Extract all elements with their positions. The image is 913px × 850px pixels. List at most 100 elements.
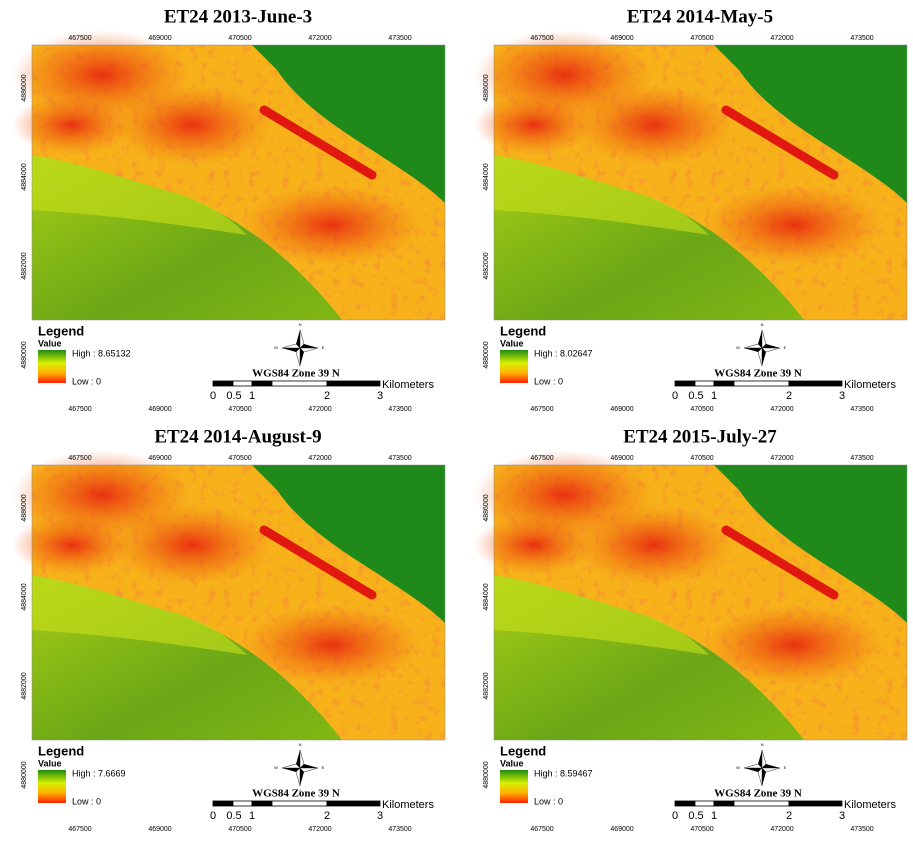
hot-zone [704, 185, 884, 265]
easting-label: 469000 [148, 826, 171, 833]
legend-high: High : 8.59467 [534, 768, 593, 778]
scale-units: Kilometers [844, 799, 896, 811]
compass-letter: S [299, 369, 302, 374]
scale-segment [694, 800, 715, 807]
map-frame [31, 44, 446, 321]
hot-zone [12, 95, 132, 155]
crs-label: WGS84 Zone 39 N [252, 368, 340, 380]
scale-label: 0 [672, 390, 678, 402]
hot-zone [242, 605, 422, 685]
northing-label: 4886000 [483, 74, 490, 101]
easting-label: 469000 [610, 826, 633, 833]
compass-letter: S [761, 369, 764, 374]
north-arrow: N S E W [274, 742, 325, 794]
scale-label: 1 [249, 810, 255, 822]
scale-segment [212, 800, 234, 807]
compass-star-light [743, 749, 781, 787]
scale-segment [788, 380, 843, 387]
legend-heading: Legend [500, 743, 546, 758]
easting-label: 473500 [850, 826, 873, 833]
legend-value: Value [38, 338, 62, 348]
northing-label: 4886000 [21, 494, 28, 521]
map-image [474, 30, 908, 321]
scale-segment [674, 380, 696, 387]
scale-label: 0 [672, 810, 678, 822]
legend-heading: Legend [500, 323, 546, 338]
easting-label: 472000 [308, 455, 331, 462]
hot-zone [112, 85, 272, 165]
scale-segment [733, 380, 790, 387]
scale-segment [232, 380, 253, 387]
easting-label: 469000 [610, 35, 633, 42]
easting-label: 467500 [530, 826, 553, 833]
scale-segment [713, 800, 735, 807]
scale-label: 3 [839, 810, 845, 822]
compass-star-light [281, 749, 319, 787]
northing-label: 4886000 [21, 74, 28, 101]
crs-label: WGS84 Zone 39 N [714, 368, 802, 380]
scale-segment [713, 380, 735, 387]
easting-label: 472000 [770, 455, 793, 462]
scale-label: 2 [324, 810, 330, 822]
scale-units: Kilometers [382, 379, 434, 391]
easting-label: 469000 [148, 406, 171, 413]
legend-high: High : 7.6669 [72, 768, 126, 778]
northing-label: 4886000 [483, 494, 490, 521]
legend-low: Low : 0 [72, 376, 101, 386]
compass-letter: N [761, 742, 764, 747]
easting-label: 469000 [610, 455, 633, 462]
sea [252, 465, 445, 623]
panel-title: ET24 2013-June-3 [164, 6, 312, 27]
compass-letter: S [761, 789, 764, 794]
panel-title: ET24 2014-August-9 [154, 426, 321, 447]
legend-value: Value [38, 758, 62, 768]
compass-star-light [743, 329, 781, 367]
crs-label: WGS84 Zone 39 N [714, 788, 802, 800]
map-panel: ET24 2014-May-5 467500 467500 469000 469000 4… [474, 6, 908, 413]
north-arrow: N S E W [274, 322, 325, 374]
compass-letter: W [274, 345, 278, 350]
scale-segment [326, 380, 381, 387]
scale-segment [733, 800, 790, 807]
easting-label: 470500 [228, 406, 251, 413]
compass-letter: W [736, 765, 740, 770]
northing-label: 4884000 [483, 583, 490, 610]
map-image [12, 30, 446, 321]
northing-label: 4884000 [21, 163, 28, 190]
legend-low: Low : 0 [534, 796, 563, 806]
scale-segment [212, 380, 234, 387]
easting-label: 472000 [308, 826, 331, 833]
compass-letter: W [736, 345, 740, 350]
easting-label: 467500 [530, 406, 553, 413]
scale-label: 1 [711, 810, 717, 822]
scale-segment [251, 800, 273, 807]
legend-heading: Legend [38, 323, 84, 338]
easting-label: 467500 [68, 826, 91, 833]
hot-zone [112, 505, 272, 585]
compass-letter: N [299, 742, 302, 747]
map-frame [31, 464, 446, 741]
map-panel: ET24 2014-August-9 467500 467500 469000 4690… [12, 426, 446, 833]
compass-letter: E [784, 765, 787, 770]
scale-label: 0 [210, 390, 216, 402]
north-arrow: N S E W [736, 322, 787, 374]
easting-label: 469000 [148, 35, 171, 42]
map-image [474, 450, 908, 741]
scale-label: 0.5 [688, 810, 703, 822]
scale-segment [251, 380, 273, 387]
easting-label: 467500 [530, 35, 553, 42]
scale-label: 2 [324, 390, 330, 402]
scale-label: 3 [377, 810, 383, 822]
compass-letter: N [761, 322, 764, 327]
compass-letter: W [274, 765, 278, 770]
panel-title: ET24 2014-May-5 [627, 6, 773, 27]
scale-segment [788, 800, 843, 807]
northing-label: 4884000 [21, 583, 28, 610]
hot-zone [474, 515, 594, 575]
vegetation-light [32, 575, 247, 655]
northing-label: 4882000 [21, 252, 28, 279]
northing-label: 4882000 [483, 672, 490, 699]
scale-label: 2 [786, 810, 792, 822]
hot-zone [574, 505, 734, 585]
compass-letter: E [784, 345, 787, 350]
